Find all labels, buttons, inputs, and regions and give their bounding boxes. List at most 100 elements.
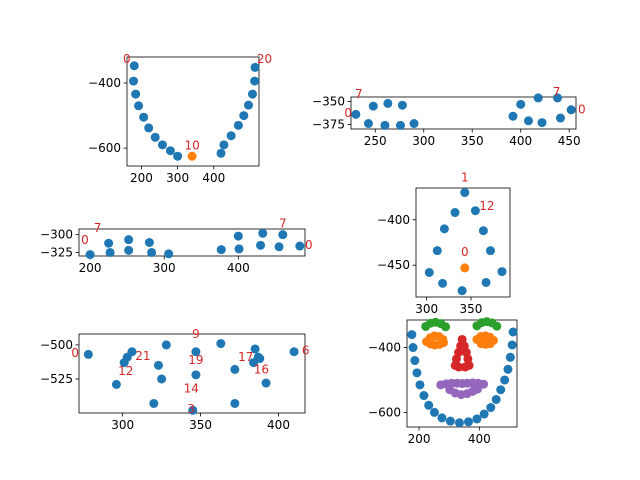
scatter-point: [429, 407, 439, 417]
point-index-label: 0: [461, 245, 469, 259]
scatter-point: [144, 123, 154, 133]
x-tick-label: 300: [153, 261, 176, 275]
scatter-point: [383, 98, 393, 108]
scatter-point: [187, 151, 197, 161]
scatter-point: [454, 418, 464, 428]
y-tick-label: −525: [40, 372, 73, 386]
scatter-point: [397, 100, 407, 110]
scatter-point: [295, 241, 305, 251]
scatter-point: [472, 414, 482, 424]
point-index-label: 6: [302, 343, 310, 357]
scatter-point: [191, 347, 201, 357]
axis-frame: [350, 96, 577, 130]
scatter-point: [274, 242, 284, 252]
scatter-point: [161, 340, 171, 350]
scatter-point: [441, 322, 451, 332]
y-tick-label: −400: [368, 341, 401, 355]
axis-frame: [415, 187, 511, 298]
scatter-point: [289, 347, 299, 357]
scatter-point: [131, 89, 141, 99]
scatter-point: [278, 230, 288, 240]
scatter-point: [105, 247, 115, 257]
scatter-point: [438, 278, 448, 288]
scatter-point: [250, 62, 260, 72]
x-tick-label: 400: [202, 171, 225, 185]
scatter-point: [473, 384, 483, 394]
scatter-point: [457, 286, 467, 296]
scatter-panel-6: 200 400 −400 −600: [368, 317, 518, 446]
scatter-point: [157, 374, 167, 384]
point-index-label: 20: [257, 52, 272, 66]
point-index-label: 12: [118, 364, 133, 378]
y-tick-label: −350: [312, 95, 345, 109]
scatter-point: [415, 380, 425, 390]
scatter-point: [250, 76, 260, 86]
scatter-point: [508, 111, 518, 121]
scatter-point: [445, 416, 455, 426]
y-tick-label: −325: [40, 245, 73, 259]
scatter-point: [129, 61, 139, 71]
point-index-label: 7: [94, 221, 102, 235]
scatter-panel-1: 200 300 400 −400 −600 0 20 10: [88, 52, 272, 185]
y-tick-label: −500: [40, 338, 73, 352]
scatter-point: [173, 151, 183, 161]
point-index-label: 10: [184, 139, 199, 153]
point-index-label: 7: [355, 87, 363, 101]
point-index-label: 0: [123, 52, 131, 66]
scatter-point: [139, 112, 149, 122]
axis-frame: [126, 56, 260, 167]
scatter-point: [463, 417, 473, 427]
scatter-point: [244, 100, 254, 110]
scatter-point: [219, 140, 229, 150]
x-tick-label: 400: [468, 432, 491, 446]
x-tick-label: 300: [415, 302, 438, 316]
scatter-point: [351, 109, 361, 119]
scatter-point: [419, 391, 429, 401]
scatter-point: [478, 226, 488, 236]
scatter-point: [553, 93, 563, 103]
scatter-point: [481, 277, 491, 287]
scatter-point: [188, 405, 198, 415]
scatter-point: [479, 379, 489, 389]
x-tick-label: 450: [558, 134, 581, 148]
scatter-point: [437, 413, 447, 423]
point-index-label: 12: [479, 199, 494, 213]
scatter-point: [230, 398, 240, 408]
y-tick-label: −600: [88, 141, 121, 155]
scatter-point: [408, 343, 418, 353]
y-tick-label: −400: [88, 76, 121, 90]
x-tick-label: 300: [111, 418, 134, 432]
point-index-label: 0: [305, 238, 313, 252]
point-index-label: 7: [279, 217, 287, 231]
scatter-point: [454, 362, 464, 372]
scatter-point: [216, 245, 226, 255]
scatter-point: [111, 379, 121, 389]
scatter-point: [479, 409, 489, 419]
scatter-point: [85, 250, 95, 260]
scatter-point: [150, 132, 160, 142]
x-tick-label: 250: [364, 134, 387, 148]
scatter-point: [233, 231, 243, 241]
scatter-point: [409, 119, 419, 129]
scatter-point: [426, 339, 436, 349]
scatter-point: [191, 370, 201, 380]
scatter-point: [497, 267, 507, 277]
scatter-point: [124, 235, 134, 245]
scatter-point: [127, 347, 137, 357]
scatter-panel-4: 300 350 −400 −450 1 12 0: [377, 171, 511, 316]
scatter-point: [239, 111, 249, 121]
scatter-point: [261, 378, 271, 388]
x-tick-label: 300: [166, 171, 189, 185]
y-tick-label: −375: [312, 117, 345, 131]
scatter-point: [412, 368, 422, 378]
point-index-label: 0: [71, 346, 79, 360]
x-tick-label: 200: [130, 171, 153, 185]
scatter-point: [537, 118, 547, 128]
x-tick-label: 200: [408, 432, 431, 446]
scatter-point: [492, 321, 502, 331]
scatter-point: [104, 238, 114, 248]
